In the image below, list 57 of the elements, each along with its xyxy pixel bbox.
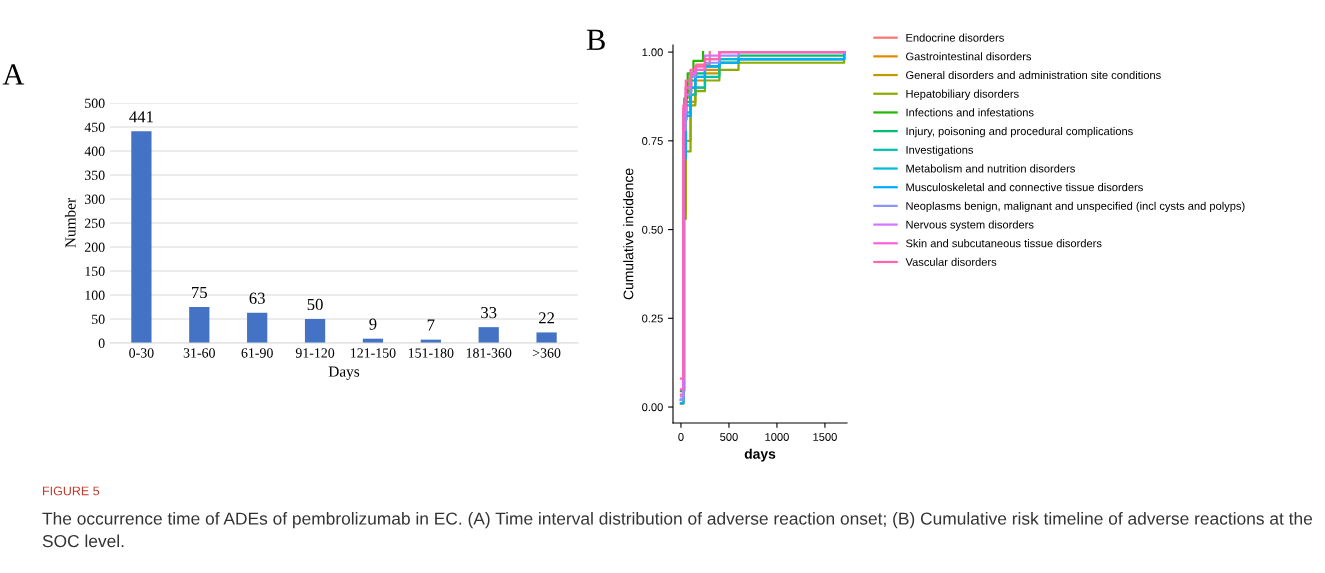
y-tick-label: 300 (84, 194, 105, 204)
y-tick-label: 150 (85, 266, 105, 276)
data-label: 50 (307, 298, 323, 311)
x-axis-title: days (744, 448, 776, 462)
x-tick-label: 61-90 (241, 348, 273, 358)
y-tick-label: 0.50 (642, 225, 663, 234)
data-label: 7 (427, 319, 435, 331)
y-tick-label: 100 (85, 290, 105, 300)
y-tick-label: 200 (84, 242, 105, 252)
legend-label: Nervous system disorders (906, 220, 1034, 231)
y-tick-label: 350 (84, 170, 105, 180)
x-tick-label: 181-360 (466, 348, 512, 358)
data-label: 63 (249, 292, 265, 304)
y-tick-label: 50 (92, 314, 105, 324)
data-label: 75 (192, 286, 207, 299)
y-tick-label: 1.00 (642, 48, 663, 57)
legend-label: Investigations (906, 145, 974, 157)
legend-label: Infections and infestations (906, 108, 1034, 117)
y-tick-label: 450 (84, 122, 105, 132)
y-axis-title: Cumulative incidence (623, 168, 634, 300)
caption: FIGURE 5 (43, 486, 100, 496)
y-tick-label: 500 (85, 98, 105, 108)
x-tick-label: 151-180 (408, 348, 454, 358)
legend-label: Vascular disorders (905, 257, 997, 266)
data-label: 441 (129, 111, 153, 123)
x-tick-label: 121-150 (351, 348, 396, 358)
chart-title: B (586, 29, 605, 50)
legend-label: Metabolism and nutrition disorders (906, 164, 1075, 173)
y-tick-label: 400 (84, 146, 105, 156)
x-tick-label: >360 (532, 348, 561, 358)
legend-label: Injury, poisoning and procedural complications (906, 126, 1133, 138)
data-label: 9 (369, 318, 377, 330)
x-axis-title: Days (328, 366, 360, 380)
legend-label: Musculoskeletal and connective tissue disorders (906, 183, 1143, 192)
x-tick-label: 500 (720, 433, 738, 441)
data-label: 22 (539, 312, 555, 324)
x-tick-label: 31-60 (183, 348, 215, 358)
y-axis-title: Number (64, 198, 76, 248)
x-tick-label: 91-120 (295, 348, 335, 358)
text: The occurrence time of ADEs of pembrolizumab in EC. (A) Time interval distribution of adverse reaction onset; (B) Cumulative risk timeline of adverse reactions at the SOC level. (42, 512, 1313, 548)
legend-label: Neoplasms benign, malignant and unspecified (incl cysts and polyps) (906, 201, 1245, 213)
x-tick-label: 0 (678, 433, 684, 441)
y-tick-label: 0.25 (642, 314, 663, 323)
legend-label: Hepatobiliary disorders (906, 89, 1019, 100)
y-tick-label: 250 (84, 218, 105, 228)
data-label: 33 (481, 307, 497, 319)
legend-label: Gastrointestinal disorders (906, 52, 1032, 61)
x-tick-label: 1000 (765, 433, 789, 441)
chart-title: A (2, 64, 25, 85)
legend-label: Endocrine disorders (906, 33, 1004, 42)
x-tick-label: 1500 (813, 433, 837, 441)
legend-label: General disorders and administration site conditions (906, 70, 1161, 80)
legend-label: Skin and subcutaneous tissue disorders (906, 239, 1102, 248)
y-tick-label: 0 (98, 338, 105, 348)
y-tick-label: 0.00 (642, 403, 663, 412)
y-tick-label: 0.75 (642, 137, 663, 145)
x-tick-label: 0-30 (129, 348, 154, 358)
